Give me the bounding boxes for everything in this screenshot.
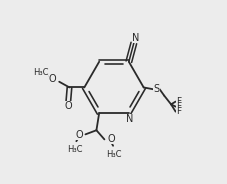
Text: H₃C: H₃C: [67, 145, 83, 154]
Text: H₃C: H₃C: [106, 150, 121, 159]
Text: O: O: [49, 75, 56, 84]
Text: S: S: [153, 84, 159, 94]
Text: F: F: [175, 97, 180, 106]
Text: H₃C: H₃C: [33, 68, 48, 77]
Text: F: F: [175, 102, 180, 111]
Text: O: O: [75, 130, 82, 140]
Text: N: N: [125, 114, 133, 124]
Text: O: O: [64, 101, 72, 111]
Text: F: F: [175, 107, 180, 116]
Text: N: N: [131, 33, 139, 43]
Text: O: O: [107, 134, 114, 144]
